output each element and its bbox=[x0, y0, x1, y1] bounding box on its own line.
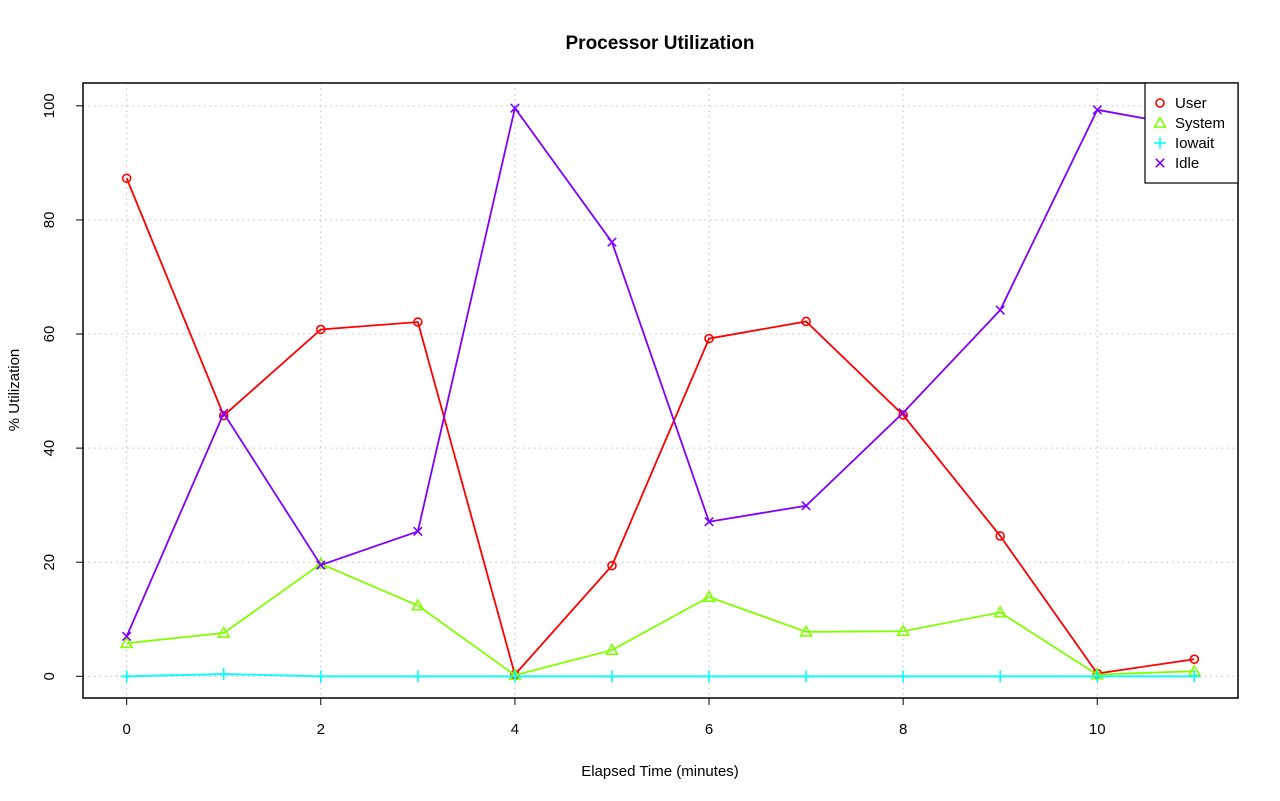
data-point-iowait bbox=[508, 670, 521, 683]
data-point-user bbox=[218, 410, 229, 421]
data-point-user bbox=[704, 333, 714, 344]
legend: User System Iowait Idle bbox=[1144, 82, 1239, 184]
data-point-system bbox=[896, 624, 911, 637]
series-user bbox=[121, 173, 1200, 680]
series-idle bbox=[121, 103, 1200, 642]
x-tick-label: 4 bbox=[511, 721, 519, 738]
data-point-iowait bbox=[120, 670, 133, 683]
data-point-iowait bbox=[1091, 670, 1104, 683]
data-point-idle bbox=[1092, 105, 1103, 115]
legend-marker-iowait bbox=[1154, 137, 1166, 149]
data-point-iowait bbox=[314, 670, 327, 683]
data-point-user bbox=[1189, 654, 1200, 665]
plot-frame bbox=[82, 82, 1239, 699]
y-axis: 0 20 40 60 80 100 bbox=[41, 93, 83, 680]
data-point-iowait bbox=[217, 668, 230, 681]
data-point-system bbox=[993, 605, 1008, 618]
data-point-idle bbox=[898, 407, 908, 418]
legend-marker-system bbox=[1153, 115, 1167, 128]
x-tick-label: 6 bbox=[705, 721, 713, 738]
legend-label-iowait: Iowait bbox=[1175, 135, 1215, 152]
series-line-idle bbox=[125, 105, 1195, 637]
legend-label-idle: Idle bbox=[1175, 155, 1199, 172]
data-point-system bbox=[410, 598, 425, 611]
data-point-idle bbox=[995, 305, 1005, 315]
data-point-idle bbox=[510, 103, 520, 113]
data-point-system bbox=[216, 625, 231, 638]
grid bbox=[83, 83, 1238, 698]
series-line-system bbox=[126, 562, 1195, 677]
x-axis-label: Elapsed Time (minutes) bbox=[581, 763, 739, 780]
legend-marker-idle bbox=[1155, 158, 1165, 168]
data-point-iowait bbox=[1188, 670, 1201, 683]
data-point-idle bbox=[801, 500, 811, 511]
y-axis-label: % Utilization bbox=[6, 349, 23, 432]
y-tick-label: 20 bbox=[41, 554, 58, 571]
y-tick-label: 40 bbox=[41, 440, 58, 457]
y-tick-label: 80 bbox=[41, 212, 58, 229]
data-point-iowait bbox=[411, 670, 424, 683]
series-system bbox=[119, 556, 1202, 681]
data-point-user bbox=[413, 317, 423, 327]
data-point-system bbox=[119, 636, 134, 649]
x-tick-label: 2 bbox=[317, 721, 325, 738]
data-point-user bbox=[898, 410, 908, 420]
data-point-iowait bbox=[800, 670, 813, 683]
data-point-system bbox=[605, 642, 619, 656]
data-point-iowait bbox=[605, 670, 618, 683]
series-line-iowait bbox=[126, 673, 1195, 678]
legend-label-system: System bbox=[1175, 115, 1225, 132]
data-point-user bbox=[315, 324, 326, 335]
data-point-idle bbox=[218, 408, 229, 419]
data-point-idle bbox=[704, 516, 714, 527]
x-tick-label: 8 bbox=[899, 721, 907, 738]
data-point-iowait bbox=[897, 670, 910, 683]
data-point-iowait bbox=[703, 670, 716, 683]
data-point-user bbox=[607, 560, 617, 571]
data-point-system bbox=[702, 589, 716, 602]
data-point-user bbox=[121, 173, 132, 184]
legend-marker-user bbox=[1155, 98, 1165, 108]
chart-title: Processor Utilization bbox=[566, 33, 755, 54]
y-tick-label: 60 bbox=[41, 326, 58, 343]
y-tick-label: 100 bbox=[41, 93, 58, 118]
data-point-user bbox=[995, 531, 1006, 541]
data-point-idle bbox=[413, 526, 423, 537]
data-point-system bbox=[799, 624, 813, 637]
data-point-idle bbox=[316, 560, 326, 570]
data-point-idle bbox=[121, 631, 132, 642]
data-point-idle bbox=[607, 237, 617, 247]
data-point-iowait bbox=[994, 670, 1007, 683]
series-line-user bbox=[125, 177, 1195, 677]
x-axis: 0 2 4 6 8 10 bbox=[123, 698, 1106, 738]
series-layer bbox=[119, 103, 1202, 683]
series-iowait bbox=[120, 668, 1201, 683]
x-tick-label: 0 bbox=[123, 721, 131, 738]
data-point-user bbox=[801, 316, 811, 327]
y-tick-label: 0 bbox=[41, 672, 58, 680]
x-tick-label: 10 bbox=[1089, 721, 1106, 738]
legend-label-user: User bbox=[1175, 95, 1207, 112]
